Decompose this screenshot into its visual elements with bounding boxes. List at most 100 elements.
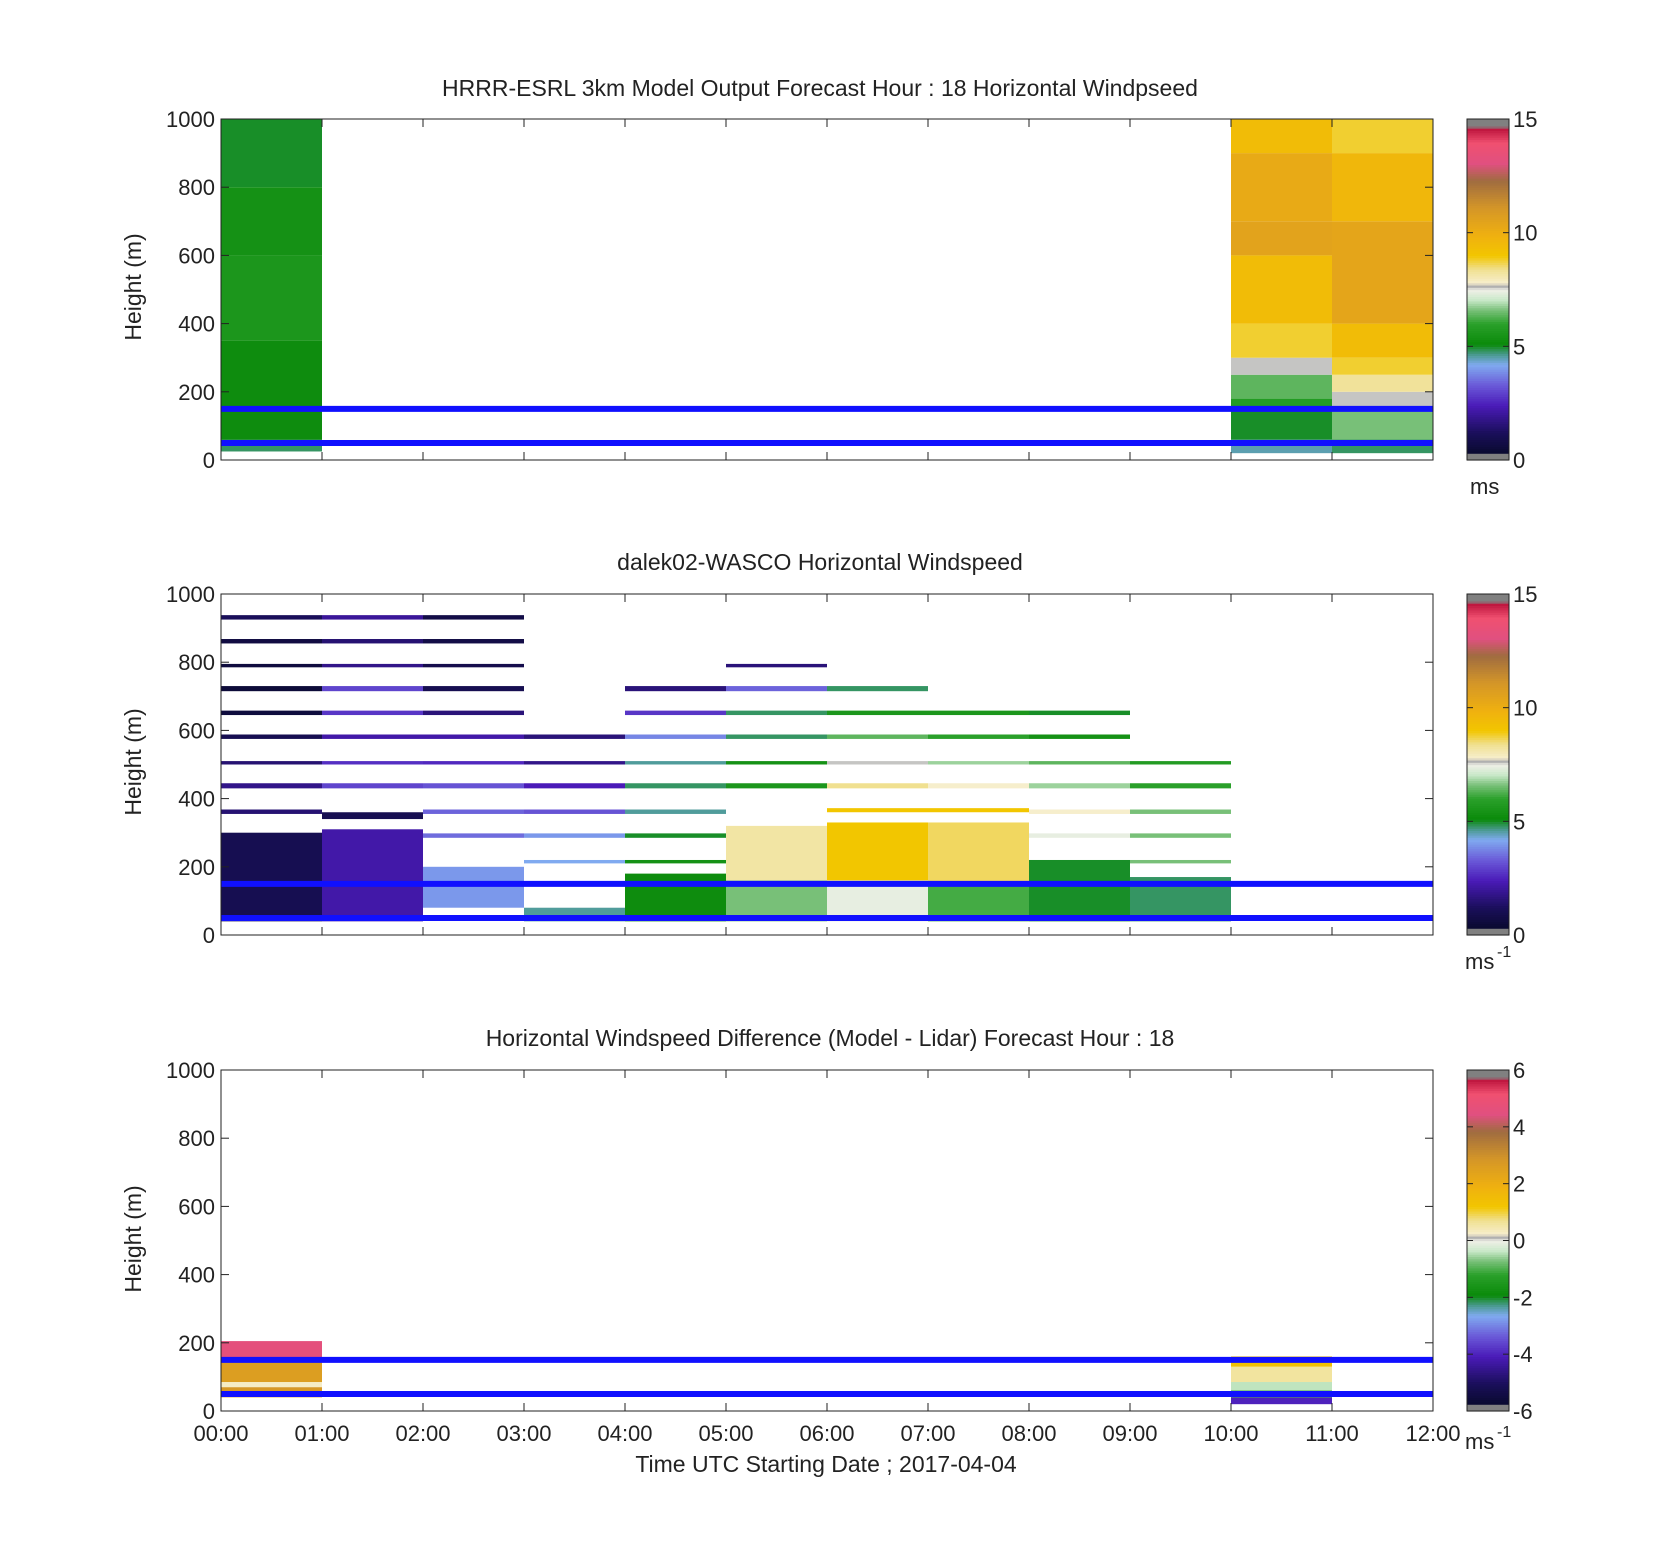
colorbar-band — [1467, 409, 1509, 413]
colorbar-band — [1467, 750, 1509, 754]
colorbar-tick-label: -2 — [1513, 1285, 1533, 1310]
colorbar-band — [1467, 382, 1509, 386]
heatmap-cell — [827, 808, 928, 813]
heatmap-cell — [221, 663, 322, 668]
colorbar-band — [1467, 1340, 1509, 1344]
colorbar-band — [1467, 173, 1509, 177]
colorbar-band — [1467, 387, 1509, 391]
y-axis-label: Height (m) — [120, 1185, 146, 1292]
heatmap-cell — [1332, 408, 1433, 440]
x-tick-label: 08:00 — [1001, 1421, 1056, 1446]
plot-frame — [220, 593, 1434, 936]
colorbar-band — [1467, 394, 1509, 397]
colorbar-band — [1467, 657, 1509, 661]
colorbar-band — [1467, 1383, 1509, 1387]
colorbar-band — [1467, 284, 1509, 288]
heatmap-cell — [322, 783, 423, 789]
colorbar-band — [1467, 248, 1509, 252]
colorbar-band — [1467, 907, 1509, 911]
colorbar-band — [1467, 1165, 1509, 1169]
colorbar-band — [1467, 734, 1509, 738]
colorbar-band — [1467, 1142, 1509, 1146]
colorbar-band — [1467, 209, 1509, 213]
colorbar-band — [1467, 1401, 1509, 1405]
colorbar-band — [1467, 441, 1509, 445]
colorbar-band — [1467, 671, 1509, 675]
colorbar-band — [1467, 1376, 1509, 1380]
colorbar-band — [1467, 1397, 1509, 1401]
colorbar-band — [1467, 1367, 1509, 1371]
colorbar-band — [1467, 419, 1509, 422]
colorbar-band — [1467, 1222, 1509, 1226]
colorbar-band — [1467, 359, 1509, 363]
heatmap-cell — [221, 255, 322, 341]
colorbar-band — [1467, 330, 1509, 334]
colorbar-band — [1467, 1120, 1509, 1123]
colorbar-band — [1467, 1160, 1509, 1164]
colorbar-band — [1467, 839, 1509, 843]
heatmap-cell — [1029, 734, 1130, 739]
x-tick-label: 07:00 — [900, 1421, 955, 1446]
colorbar-band — [1467, 273, 1509, 277]
colorbar-band — [1467, 878, 1509, 882]
colorbar-tick-label: 5 — [1513, 334, 1525, 359]
colorbar-band — [1467, 1320, 1509, 1323]
colorbar-band — [1467, 1235, 1509, 1239]
colorbar-band — [1467, 903, 1509, 907]
colorbar-band — [1467, 880, 1509, 884]
y-tick-label: 400 — [178, 787, 215, 812]
heatmap-cell — [1231, 1366, 1332, 1383]
colorbar-band — [1467, 1108, 1509, 1112]
colorbar-band — [1467, 616, 1509, 620]
colorbar-band — [1467, 1213, 1509, 1217]
colorbar-band — [1467, 191, 1509, 195]
colorbar-band — [1467, 1199, 1509, 1203]
colorbar-band — [1467, 766, 1509, 770]
x-tick-label: 03:00 — [496, 1421, 551, 1446]
colorbar-band — [1467, 664, 1509, 668]
colorbar-band — [1467, 1185, 1509, 1189]
colorbar-band — [1467, 605, 1509, 609]
colorbar-band — [1467, 930, 1509, 934]
colorbar-band — [1467, 314, 1509, 318]
colorbar-band — [1467, 1101, 1509, 1105]
plot-frame — [220, 118, 1434, 461]
colorbar-band — [1467, 598, 1509, 602]
colorbar-band — [1467, 837, 1509, 841]
colorbar-band — [1467, 682, 1509, 686]
colorbar-band — [1467, 1124, 1509, 1128]
heatmap-cell — [221, 710, 322, 716]
heatmap-cell — [322, 761, 423, 765]
colorbar-band — [1467, 139, 1509, 143]
colorbar-band — [1467, 653, 1509, 656]
colorbar-band — [1467, 1301, 1509, 1305]
colorbar-band — [1467, 228, 1509, 231]
colorbar-band — [1467, 866, 1509, 870]
colorbar-band — [1467, 416, 1509, 420]
colorbar-band — [1467, 184, 1509, 188]
colorbar-band — [1467, 1126, 1509, 1130]
heatmap-cell — [221, 1341, 322, 1360]
colorbar-band — [1467, 432, 1509, 436]
colorbar-band — [1467, 909, 1509, 913]
colorbar-band — [1467, 1272, 1509, 1276]
x-tick-label: 06:00 — [799, 1421, 854, 1446]
colorbar-band — [1467, 764, 1509, 768]
colorbar-band — [1467, 448, 1509, 452]
colorbar-tick-label: 15 — [1513, 107, 1537, 132]
colorbar-band — [1467, 257, 1509, 261]
colorbar-band — [1467, 280, 1509, 284]
axes-ticks: 0 200 400 600 800 1000 — [166, 582, 1434, 948]
colorbar-band — [1467, 1288, 1509, 1292]
colorbar-band — [1467, 1281, 1509, 1285]
heatmap-cell — [726, 880, 827, 922]
colorbar-band — [1467, 205, 1509, 209]
colorbar-band — [1467, 703, 1509, 706]
colorbar-band — [1467, 144, 1509, 147]
colorbar-band — [1467, 1090, 1509, 1094]
colorbar-band — [1467, 444, 1509, 447]
colorbar-band — [1467, 355, 1509, 359]
colorbar-band — [1467, 650, 1509, 654]
heatmap-cell — [1332, 153, 1433, 222]
colorbar-band — [1467, 1220, 1509, 1223]
